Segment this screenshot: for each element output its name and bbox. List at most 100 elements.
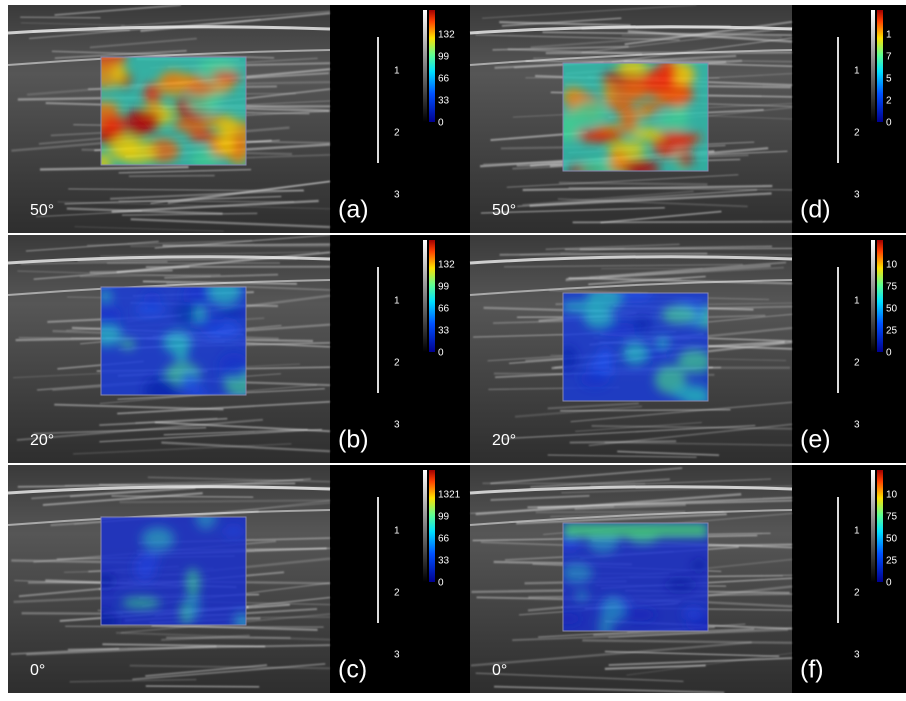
panel: 0°(c)13219966330123	[8, 465, 470, 693]
angle-label: 20°	[30, 432, 54, 449]
panel-label: (e)	[800, 426, 831, 454]
gray-bar	[871, 240, 875, 352]
colorbar-tick-label: 7	[886, 52, 892, 63]
colorbar-tick-label: 1321	[438, 490, 461, 501]
blob	[683, 607, 705, 621]
color-bar	[877, 470, 883, 582]
depth-tick-label: 2	[854, 588, 860, 599]
depth-tick-label: 1	[854, 526, 860, 537]
streak	[146, 686, 259, 687]
blob	[608, 149, 628, 174]
depth-tick-label: 2	[394, 588, 400, 599]
depth-tick-label: 2	[394, 128, 400, 139]
blob	[678, 151, 692, 168]
angle-label: 0°	[30, 662, 45, 679]
colorbar-tick-label: 75	[886, 512, 898, 523]
colorbar-tick-label: 0	[438, 118, 444, 129]
colorbar-tick-label: 132	[438, 260, 455, 271]
blob	[144, 292, 161, 307]
colorbar-tick-label: 1	[886, 30, 892, 41]
blob	[186, 568, 200, 597]
colorbar-tick-label: 25	[886, 326, 898, 337]
colorbar-tick-label: 33	[438, 326, 450, 337]
elastography-box	[85, 505, 255, 634]
blob	[560, 301, 599, 312]
blob	[185, 80, 217, 96]
blob	[598, 346, 612, 371]
depth-tick-label: 1	[394, 526, 400, 537]
depth-tick-label: 2	[854, 358, 860, 369]
blob	[562, 87, 584, 106]
blob	[223, 526, 244, 536]
depth-tick-label: 3	[854, 420, 860, 431]
blob	[620, 107, 637, 133]
colorbar-tick-label: 0	[438, 348, 444, 359]
streak	[65, 626, 323, 627]
colorbar-tick-label: 99	[438, 512, 450, 523]
blob	[103, 116, 126, 135]
blob	[612, 81, 648, 101]
blob	[677, 349, 711, 372]
colorbar-tick-label: 66	[438, 304, 450, 315]
color-bar	[877, 10, 883, 122]
depth-tick-label: 1	[854, 66, 860, 77]
panel: 50°(a)1329966330123	[8, 5, 470, 233]
colorbar-tick-label: 50	[886, 534, 898, 545]
colorbar-tick-label: 66	[438, 74, 450, 85]
blob	[580, 370, 609, 387]
streak	[163, 244, 330, 245]
panel: 20°(b)1329966330123	[8, 235, 470, 463]
panel-label: (f)	[800, 656, 824, 684]
colorbar-tick-label: 132	[438, 30, 455, 41]
blob	[213, 80, 233, 92]
depth-tick-label: 3	[854, 650, 860, 661]
panel: 0°(f)107550250123	[470, 465, 906, 693]
blob	[633, 318, 651, 331]
color-bar	[877, 240, 883, 352]
blob	[601, 597, 624, 623]
blob	[575, 591, 589, 601]
blob	[623, 342, 648, 365]
elastography-box	[87, 43, 257, 175]
blob	[158, 71, 190, 96]
depth-tick-label: 3	[394, 190, 400, 201]
colorbar-tick-label: 10	[886, 490, 898, 501]
gray-bar	[423, 240, 427, 352]
colorbar-tick-label: 25	[886, 556, 898, 567]
blob	[219, 353, 249, 380]
panel: 20°(e)107550250123	[470, 235, 906, 463]
gray-bar	[423, 470, 427, 582]
blob	[182, 372, 198, 391]
streak	[20, 17, 100, 18]
blob	[120, 339, 135, 349]
colorbar-tick-label: 0	[438, 578, 444, 589]
colorbar-tick-label: 5	[886, 74, 892, 85]
colorbar-tick-label: 0	[886, 348, 892, 359]
color-bar	[429, 470, 435, 582]
elastography-box	[548, 57, 708, 180]
blob	[133, 110, 161, 133]
depth-tick-label: 3	[854, 190, 860, 201]
depth-tick-label: 1	[394, 296, 400, 307]
gray-bar	[871, 470, 875, 582]
blob	[562, 563, 593, 583]
blob	[122, 597, 161, 609]
depth-tick-label: 2	[854, 128, 860, 139]
elastography-box	[91, 277, 259, 405]
color-bar	[429, 10, 435, 122]
blob	[656, 337, 670, 347]
depth-tick-label: 1	[854, 296, 860, 307]
blob	[692, 560, 707, 571]
streak	[536, 512, 685, 513]
colorbar-tick-label: 0	[886, 118, 892, 129]
angle-label: 50°	[30, 202, 54, 219]
elastography-box	[558, 286, 722, 405]
gray-bar	[871, 10, 875, 122]
depth-tick-label: 2	[394, 358, 400, 369]
colorbar-tick-label: 75	[886, 282, 898, 293]
blob	[141, 527, 175, 552]
blob	[174, 302, 197, 324]
blob	[174, 118, 209, 133]
blob	[218, 134, 236, 155]
